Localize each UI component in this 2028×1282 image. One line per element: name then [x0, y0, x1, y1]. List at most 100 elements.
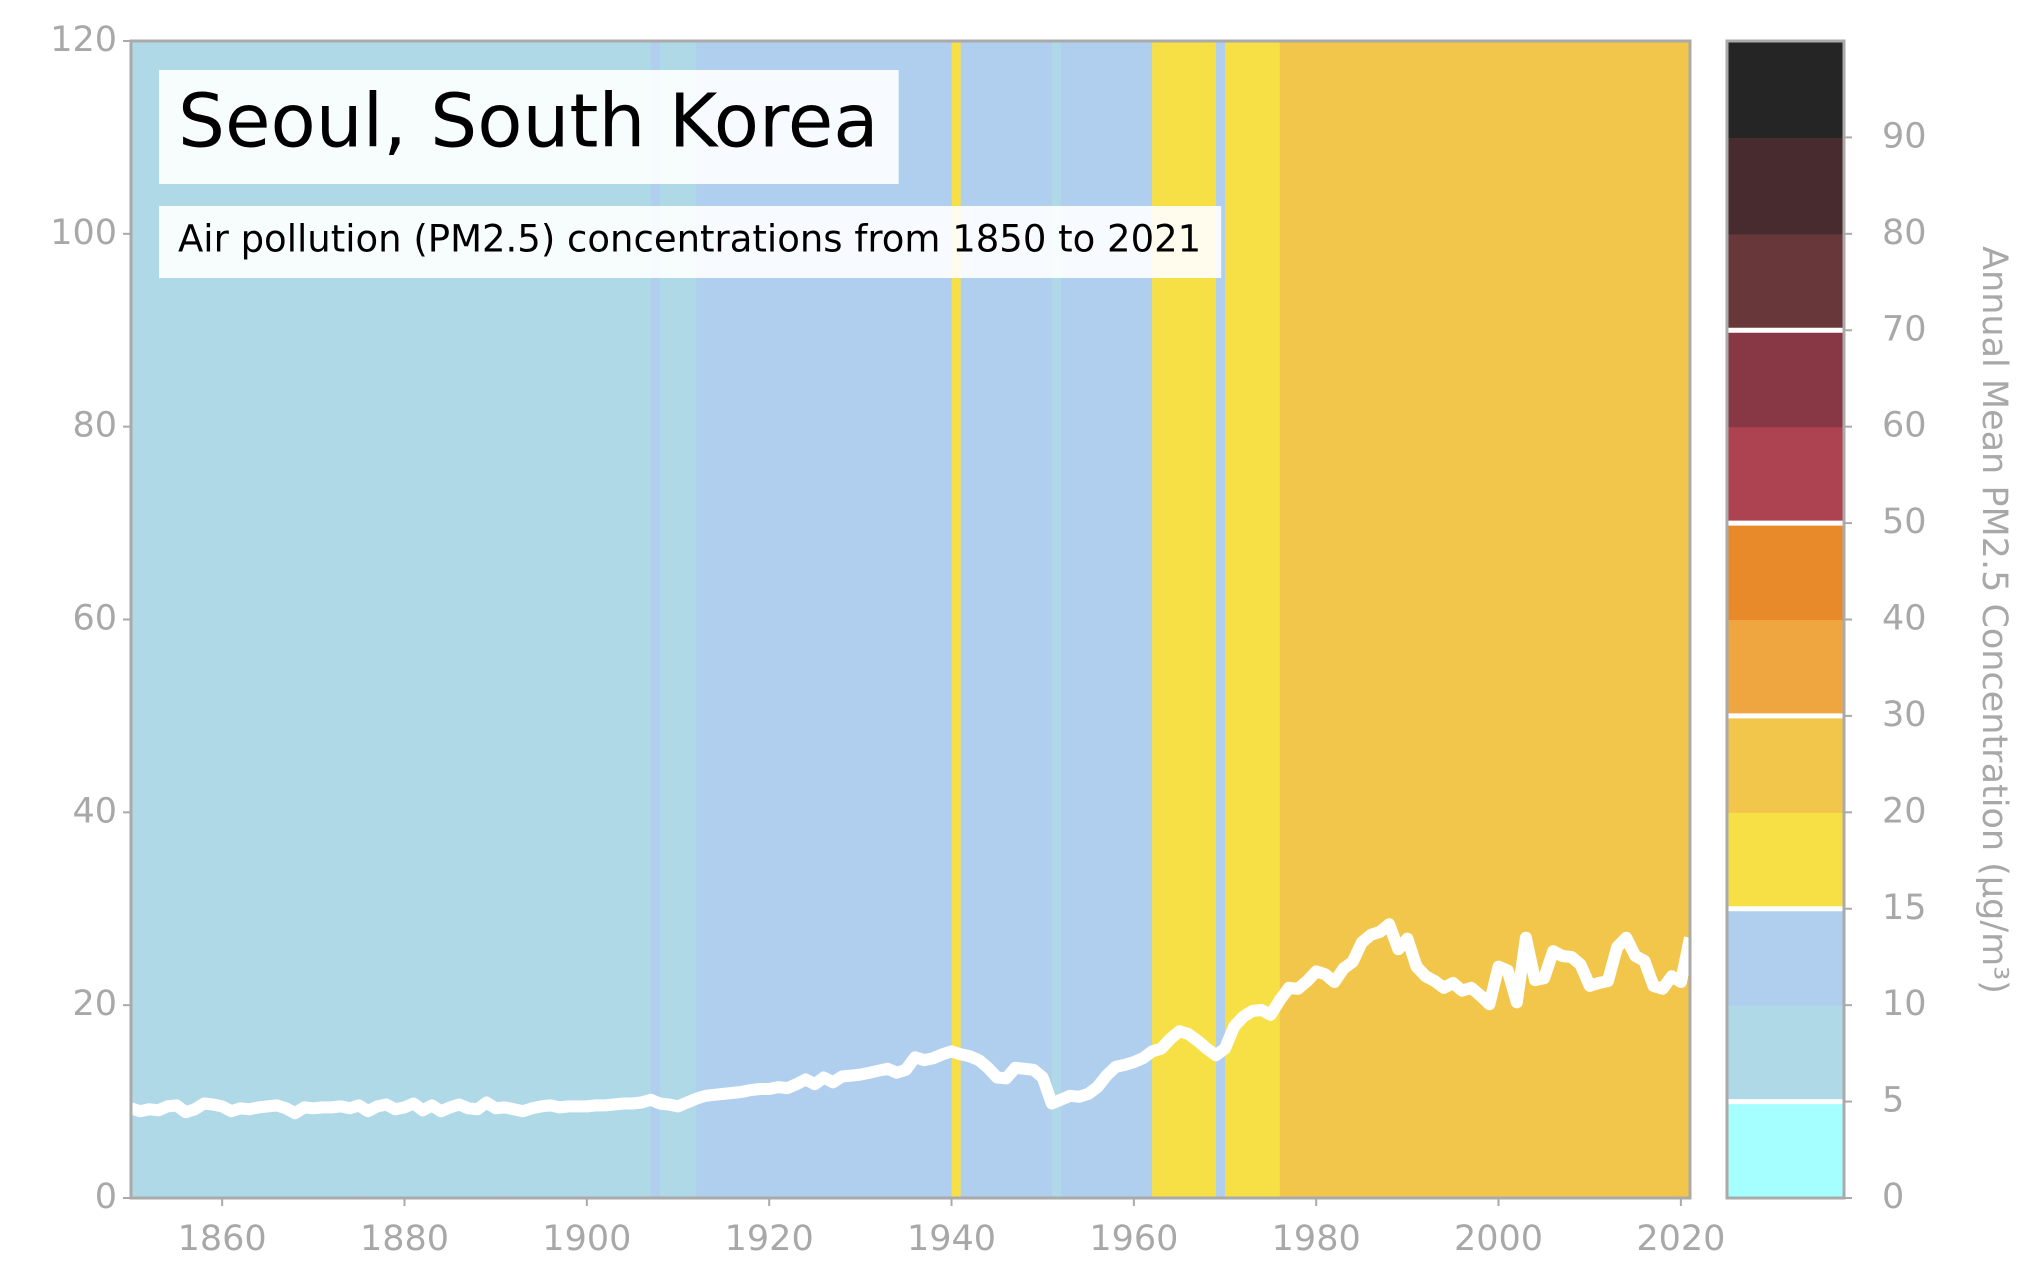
colorbar-tick-label: 70 [1882, 309, 1927, 349]
stripe [213, 41, 223, 1198]
stripe [951, 41, 962, 1198]
stripe [1471, 41, 1481, 1198]
pm25-line [131, 918, 1690, 1120]
stripe [623, 41, 634, 1198]
stripe [1607, 41, 1618, 1198]
stripe [714, 41, 725, 1198]
x-tick-label: 1920 [725, 1219, 814, 1259]
x-tick-label: 1900 [542, 1219, 631, 1259]
stripe [495, 41, 506, 1198]
stripe [960, 41, 971, 1198]
stripe [1261, 41, 1272, 1198]
stripe [1179, 41, 1190, 1198]
y-tick-label: 80 [72, 406, 117, 446]
stripe [158, 41, 169, 1198]
stripe [1662, 41, 1673, 1198]
stripe [769, 41, 779, 1198]
stripe [1425, 41, 1436, 1198]
stripe [459, 41, 469, 1198]
stripe [559, 41, 570, 1198]
stripe [1553, 41, 1563, 1198]
colorbar-tick-label: 50 [1882, 502, 1927, 542]
stripe [1252, 41, 1263, 1198]
stripe [1398, 41, 1408, 1198]
stripe [997, 41, 1007, 1198]
stripe [422, 41, 433, 1198]
stripe [413, 41, 424, 1198]
stripe [1070, 41, 1080, 1198]
colorbar-label: Annual Mean PM2.5 Concentration (μg/m³) [1974, 246, 2014, 994]
stripe [1635, 41, 1646, 1198]
stripe [1170, 41, 1181, 1198]
colorbar-band [1727, 1005, 1844, 1103]
stripe [550, 41, 561, 1198]
colorbar-band [1727, 41, 1844, 138]
stripe [1598, 41, 1609, 1198]
stripe [1671, 41, 1682, 1198]
stripe [1142, 41, 1153, 1198]
stripe [1316, 41, 1326, 1198]
stripe [878, 41, 889, 1198]
stripe [1580, 41, 1591, 1198]
stripe [969, 41, 980, 1198]
stripe [1152, 41, 1162, 1198]
stripe [185, 41, 196, 1198]
stripe [1234, 41, 1244, 1198]
stripe [750, 41, 761, 1198]
stripe [149, 41, 159, 1198]
chart-subtitle: Air pollution (PM2.5) concentrations fro… [178, 218, 1201, 261]
stripe [194, 41, 205, 1198]
stripe [140, 41, 150, 1198]
stripe [595, 41, 606, 1198]
stripe [641, 41, 652, 1198]
stripe [1297, 41, 1308, 1198]
stripe [987, 41, 998, 1198]
colorbar-band [1727, 715, 1844, 813]
stripe [249, 41, 260, 1198]
stripe [258, 41, 269, 1198]
colorbar-tick-label: 20 [1882, 791, 1927, 831]
stripe [1033, 41, 1044, 1198]
stripe [1079, 41, 1089, 1198]
stripe [240, 41, 251, 1198]
stripe [659, 41, 670, 1198]
stripe [1325, 41, 1336, 1198]
stripe [942, 41, 953, 1198]
stripe [404, 41, 415, 1198]
colorbar-band [1727, 619, 1844, 717]
stripe [431, 41, 442, 1198]
stripe [705, 41, 716, 1198]
stripe [368, 41, 378, 1198]
y-tick-label: 60 [72, 599, 117, 639]
colorbar-tick-label: 40 [1882, 599, 1927, 639]
stripe [304, 41, 314, 1198]
colorbar-band [1727, 523, 1844, 620]
x-tick-label: 1940 [907, 1219, 996, 1259]
stripe [1215, 41, 1226, 1198]
stripe [869, 41, 880, 1198]
colorbar-band [1727, 137, 1844, 235]
stripe [787, 41, 798, 1198]
stripe [504, 41, 515, 1198]
stripe [915, 41, 925, 1198]
stripe [924, 41, 934, 1198]
stripe [1516, 41, 1527, 1198]
stripe [1042, 41, 1053, 1198]
stripe [1188, 41, 1199, 1198]
y-tick-label: 100 [50, 213, 117, 253]
stripe [1060, 41, 1071, 1198]
stripe [833, 41, 843, 1198]
colorbar-tick-label: 15 [1882, 888, 1927, 928]
stripe [477, 41, 488, 1198]
stripe [1206, 41, 1217, 1198]
stripe [632, 41, 643, 1198]
stripe [1434, 41, 1445, 1198]
stripe [395, 41, 406, 1198]
stripe [486, 41, 497, 1198]
stripe [1270, 41, 1281, 1198]
colorbar-band [1727, 426, 1844, 524]
stripe [1380, 41, 1390, 1198]
stripe [1370, 41, 1381, 1198]
